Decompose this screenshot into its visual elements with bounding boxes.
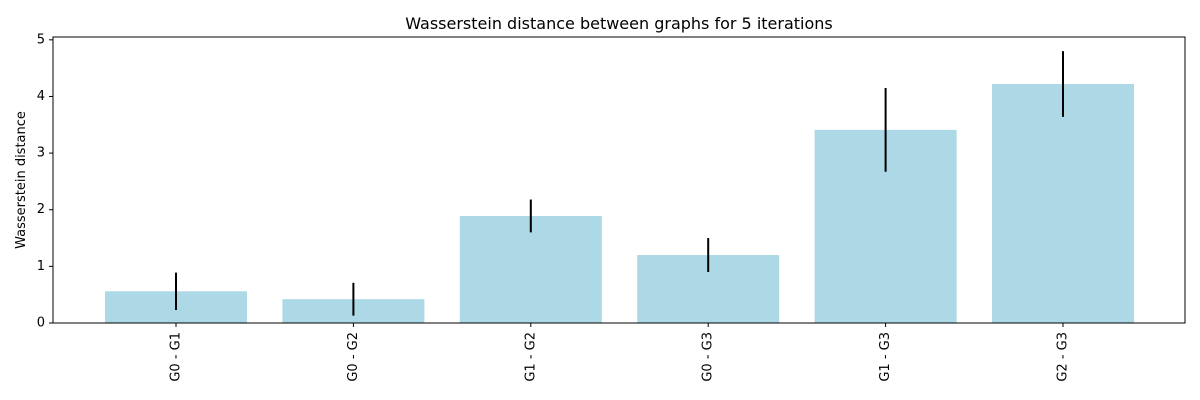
chart-title: Wasserstein distance between graphs for …	[405, 14, 833, 33]
x-tick-label-3: G1 - G2	[523, 332, 538, 382]
x-tick-label-6: G2 - G3	[1056, 332, 1071, 382]
y-axis-ticks: 0 1 2 3 4 5	[37, 32, 53, 331]
y-tick-label-3: 3	[37, 146, 45, 161]
bar-3	[459, 215, 602, 323]
bars-layer	[105, 84, 1134, 323]
x-tick-label-2: G0 - G2	[346, 332, 361, 382]
x-tick-label-4: G0 - G3	[701, 332, 716, 382]
bar-6	[992, 84, 1134, 323]
error-bars-layer	[175, 51, 1064, 316]
y-tick-label-5: 5	[37, 32, 45, 47]
y-tick-label-4: 4	[37, 89, 45, 104]
y-tick-label-2: 2	[37, 202, 45, 217]
x-axis-ticks: G0 - G1 G0 - G2 G1 - G2 G0 - G3 G1 - G3 G2 - …	[169, 323, 1071, 382]
plot-area-frame	[52, 36, 1186, 324]
x-tick-label-5: G1 - G3	[878, 332, 893, 382]
y-tick-label-0: 0	[37, 316, 45, 331]
x-tick-label-1: G0 - G1	[169, 332, 184, 382]
y-axis-label: Wasserstein distance	[14, 111, 29, 249]
y-tick-label-1: 1	[37, 259, 45, 274]
